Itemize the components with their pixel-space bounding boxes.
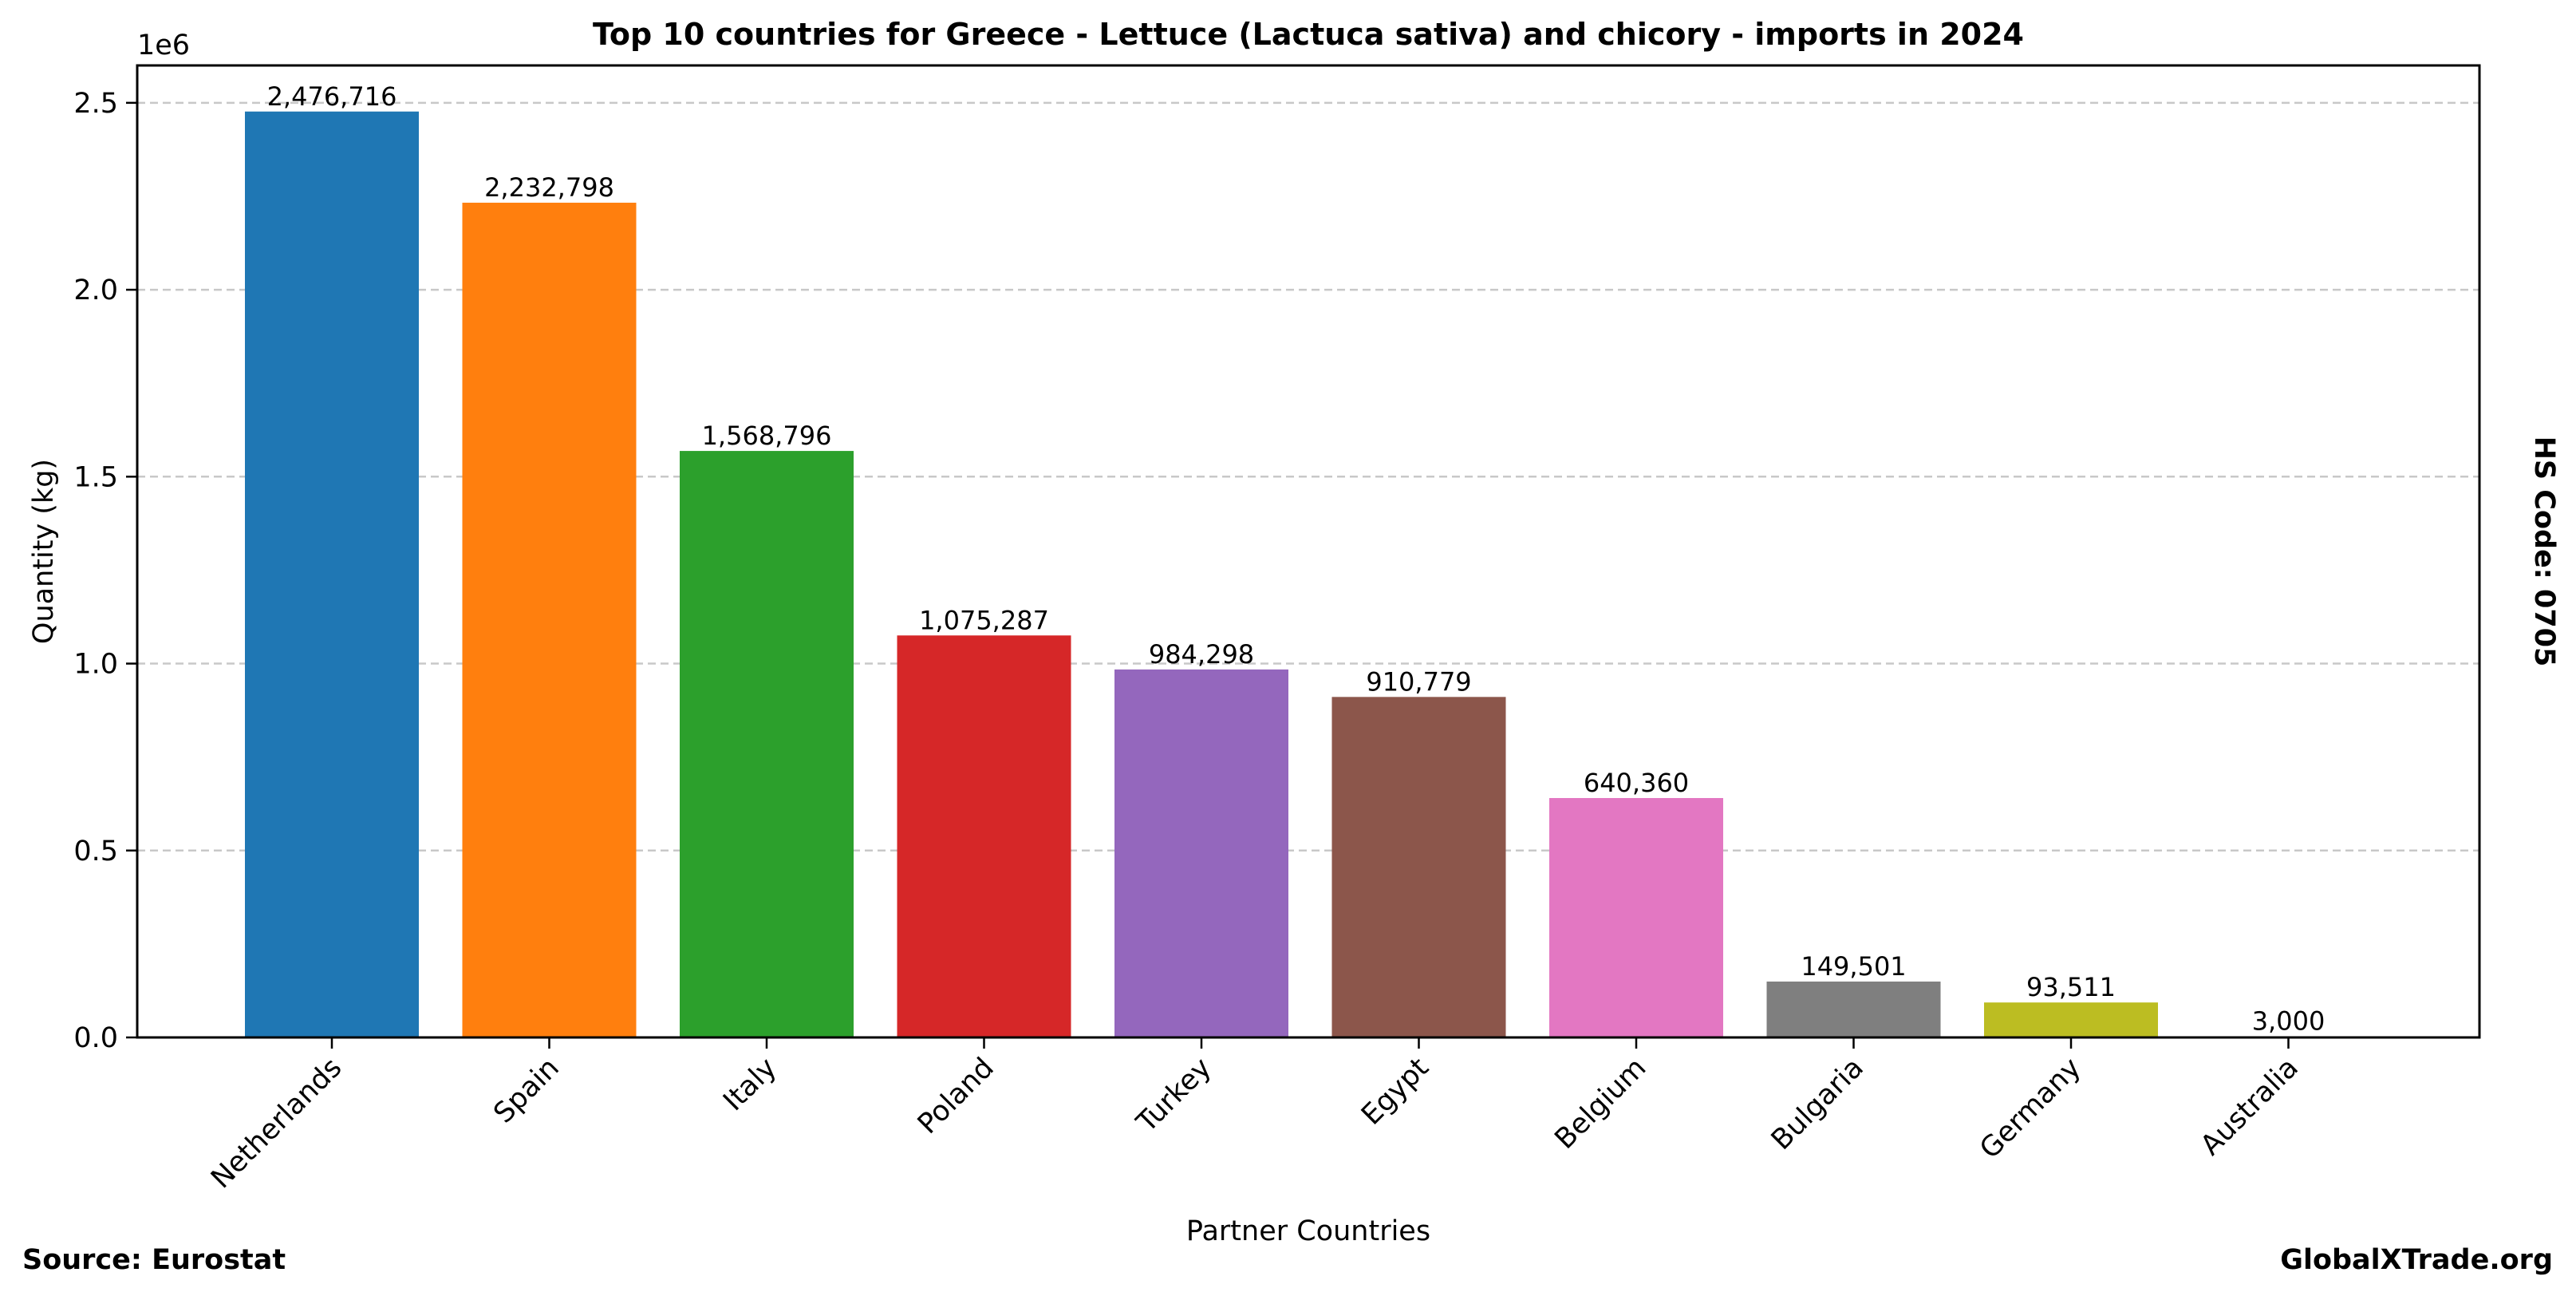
- y-tick-label: 1.5: [73, 461, 118, 493]
- x-tick-label: Bulgaria: [1765, 1052, 1870, 1156]
- x-tick-label: Germany: [1974, 1052, 2087, 1165]
- value-label: 3,000: [2252, 1006, 2326, 1037]
- x-tick-label: Belgium: [1549, 1052, 1653, 1156]
- y-tick-label: 0.5: [73, 836, 118, 867]
- value-labels: 2,476,716 2,232,798 1,568,796 1,075,287 984,…: [267, 81, 2326, 1037]
- value-label: 2,476,716: [267, 81, 397, 112]
- x-tick-label: Spain: [487, 1052, 565, 1129]
- bar-netherlands: [245, 111, 419, 1038]
- source-label: Source: Eurostat: [22, 1244, 286, 1276]
- hs-code-label: HS Code: 0705: [2528, 437, 2560, 667]
- bar-germany: [1984, 1002, 2158, 1037]
- bar-egypt: [1331, 697, 1506, 1037]
- bar-italy: [680, 451, 854, 1037]
- y-axis: 0.0 0.5 1.0 1.5 2.0 2.5: [73, 88, 137, 1054]
- chart-title: Top 10 countries for Greece - Lettuce (L…: [593, 17, 2024, 52]
- value-label: 640,360: [1584, 768, 1689, 798]
- x-tick-label: Italy: [717, 1052, 783, 1117]
- bar-spain: [462, 203, 637, 1037]
- x-tick-label: Poland: [912, 1052, 1000, 1140]
- value-label: 149,501: [1801, 951, 1906, 982]
- y-tick-label: 2.0: [73, 275, 118, 306]
- bar-bulgaria: [1766, 981, 1941, 1037]
- y-axis-label: Quantity (kg): [28, 459, 60, 644]
- y-tick-label: 1.0: [73, 649, 118, 681]
- y-offset-label: 1e6: [137, 30, 190, 61]
- plot-frame: [136, 64, 2481, 1039]
- value-label: 2,232,798: [484, 172, 614, 203]
- value-label: 1,568,796: [702, 421, 832, 451]
- x-axis: Netherlands Spain Italy Poland Turkey Egypt Be…: [205, 1037, 2305, 1195]
- site-label: GlobalXTrade.org: [2280, 1244, 2553, 1276]
- bars: [245, 111, 2376, 1038]
- value-label: 93,511: [2026, 972, 2116, 1002]
- bar-turkey: [1114, 669, 1288, 1037]
- value-label: 1,075,287: [919, 605, 1049, 635]
- value-label: 984,298: [1149, 639, 1254, 670]
- x-tick-label: Turkey: [1130, 1052, 1218, 1140]
- x-tick-label: Australia: [2195, 1052, 2305, 1162]
- value-label: 910,779: [1366, 666, 1471, 697]
- y-tick-label: 2.5: [73, 88, 118, 120]
- bar-belgium: [1549, 798, 1723, 1037]
- x-tick-label: Netherlands: [205, 1052, 348, 1195]
- y-tick-label: 0.0: [73, 1022, 118, 1054]
- bar-poland: [897, 635, 1071, 1037]
- x-tick-label: Egypt: [1355, 1052, 1435, 1132]
- x-axis-label: Partner Countries: [1186, 1215, 1430, 1247]
